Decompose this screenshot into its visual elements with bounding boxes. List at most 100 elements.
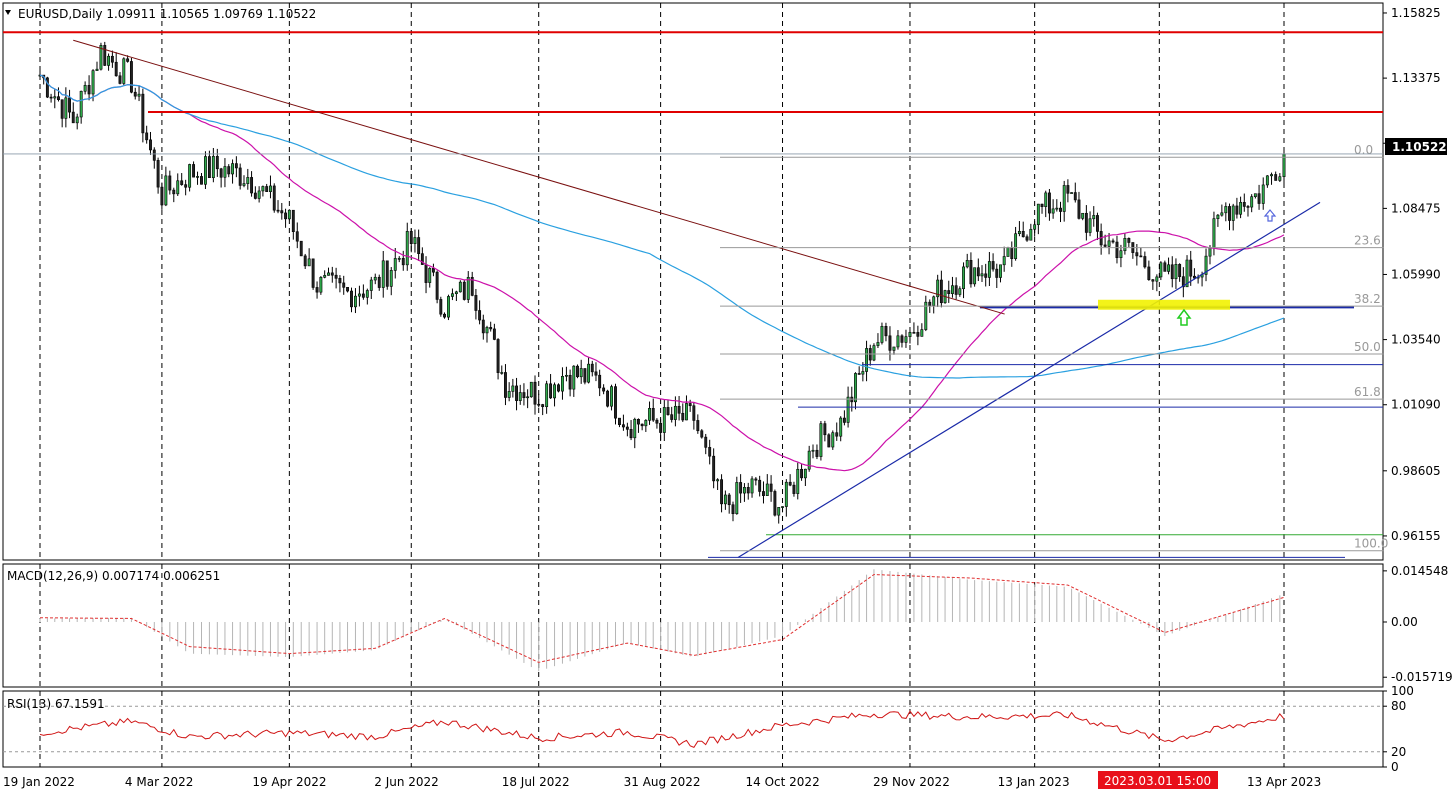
candle-body <box>1051 208 1055 214</box>
candle-body <box>1253 193 1257 197</box>
candle-body <box>1062 185 1066 212</box>
candle-body <box>655 419 659 424</box>
candle-body <box>900 335 904 343</box>
candle-body <box>1033 224 1037 230</box>
candle-body <box>587 363 591 383</box>
candle-body <box>1239 202 1243 215</box>
candle-body <box>1270 174 1273 177</box>
candle-body <box>311 258 315 288</box>
candle-body <box>1185 259 1189 288</box>
candle-body <box>1017 230 1021 235</box>
candle-body <box>1115 241 1119 259</box>
rsi-y-tick-label: 80 <box>1391 699 1406 713</box>
macd-title: MACD(12,26,9) <box>7 569 98 583</box>
candle-body <box>777 507 781 516</box>
candle-body <box>207 156 211 178</box>
candle-body <box>114 61 118 77</box>
candle-body <box>156 160 160 188</box>
candle-body <box>904 336 908 343</box>
candle-body <box>110 55 114 63</box>
candle-body <box>976 267 980 277</box>
candle-body <box>64 97 68 119</box>
candle-body <box>1212 218 1216 248</box>
candle-body <box>1274 174 1278 181</box>
candle-body <box>350 290 353 308</box>
candle-body <box>87 85 91 95</box>
candle-body <box>500 372 504 374</box>
candle-body <box>633 418 637 439</box>
candle-body <box>537 403 541 406</box>
up-arrow-icon <box>1263 209 1277 222</box>
candle-body <box>644 420 648 427</box>
candle-body <box>784 481 788 507</box>
candle-body <box>973 267 977 285</box>
candle-body <box>1151 279 1155 282</box>
candle-body <box>640 423 644 427</box>
candle-body <box>583 368 587 383</box>
x-tick-label: 18 Jul 2022 <box>502 775 570 789</box>
macd-value-1: 0.007174 <box>102 569 159 583</box>
candle-body <box>796 468 800 494</box>
candle-body <box>315 287 319 293</box>
candle-body <box>781 506 784 508</box>
macd-y-tick-label: -0.015719 <box>1391 670 1453 684</box>
candle-body <box>648 408 651 421</box>
candle-body <box>1167 264 1171 272</box>
candle-body <box>731 504 735 515</box>
candle-body <box>602 387 606 392</box>
candle-body <box>75 116 79 124</box>
up-arrow-icon <box>1176 308 1192 326</box>
candle-body <box>594 371 598 376</box>
candle-body <box>1066 185 1070 194</box>
candle-body <box>762 491 765 496</box>
candle-body <box>704 436 708 448</box>
candle-body <box>839 417 843 437</box>
candle-body <box>533 381 537 405</box>
candle-body <box>677 405 681 414</box>
candle-body <box>854 373 857 403</box>
crosshair-time-label: 2023.03.01 15:00 <box>1104 774 1211 788</box>
candle-body <box>872 345 876 361</box>
candle-body <box>107 55 111 66</box>
candle-body <box>618 417 621 425</box>
candle-body <box>1139 255 1143 258</box>
candle-body <box>334 274 338 279</box>
candle-body <box>443 313 446 318</box>
candle-body <box>1081 212 1085 219</box>
candle-body <box>397 258 401 260</box>
downtrend-line <box>73 39 1005 315</box>
candle-body <box>857 373 861 375</box>
candle-body <box>435 271 439 300</box>
candle-body <box>803 468 807 479</box>
candle-body <box>126 58 130 62</box>
candle-body <box>861 371 865 375</box>
candle-body <box>272 185 276 211</box>
collapse-arrow-icon[interactable] <box>5 10 11 15</box>
candle-body <box>369 279 373 291</box>
fib-level-label: 0.0 <box>1354 143 1373 157</box>
rsi-y-tick-label: 0 <box>1391 760 1399 774</box>
candle-body <box>1127 238 1131 243</box>
candle-body <box>45 77 49 98</box>
candle-body <box>227 166 231 175</box>
candle-body <box>231 163 235 175</box>
x-tick-label: 13 Jan 2023 <box>998 775 1070 789</box>
x-tick-label: 31 Aug 2022 <box>624 775 701 789</box>
candle-body <box>908 332 912 337</box>
candle-body <box>606 390 610 407</box>
candle-body <box>962 266 965 290</box>
candle-body <box>485 327 489 334</box>
candle-body <box>835 432 839 437</box>
candle-body <box>999 264 1002 278</box>
candle-body <box>342 282 346 288</box>
candle-body <box>1265 175 1269 186</box>
candle-body <box>447 296 450 318</box>
candle-body <box>916 332 920 337</box>
y-tick-label: 0.98605 <box>1391 464 1441 478</box>
candle-body <box>1073 192 1077 201</box>
candle-body <box>211 156 215 178</box>
candle-body <box>564 374 568 377</box>
candle-body <box>912 332 916 334</box>
